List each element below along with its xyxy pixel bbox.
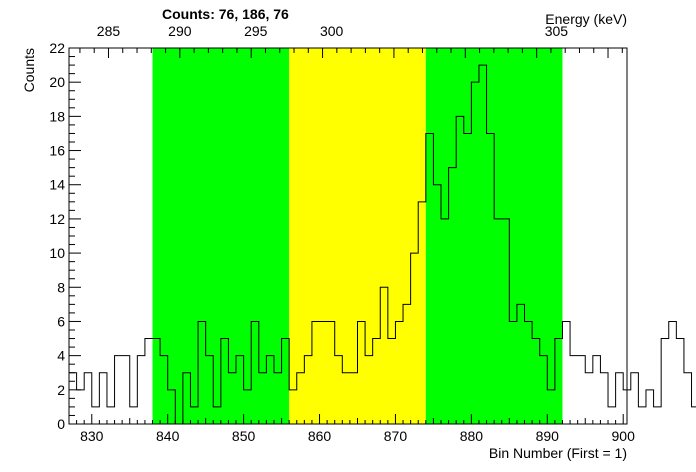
y-tick-label: 0: [57, 416, 65, 432]
x-tick-label: 890: [536, 428, 560, 444]
histogram-series-line: [69, 64, 696, 425]
y-tick-label: 12: [49, 211, 65, 227]
y-tick-label: 8: [57, 279, 65, 295]
top-tick-label: 300: [320, 23, 344, 39]
y-tick-label: 4: [57, 348, 65, 364]
y-tick-label: 10: [49, 245, 65, 261]
axes-layer: 830 840 850 860 870 880 890 900 0 2 4 6 8 10 12 14 16 18 2…: [49, 23, 635, 444]
histogram-layer: [69, 64, 696, 425]
x-tick-label: 900: [612, 428, 636, 444]
y-axis-title: Counts: [21, 48, 37, 92]
top-tick-label: 290: [168, 23, 192, 39]
top-axis-title: Energy (keV): [545, 11, 627, 27]
x-tick-label: 830: [80, 428, 104, 444]
x-tick-label: 840: [156, 428, 180, 444]
y-tick-label: 22: [49, 40, 65, 56]
y-tick-label: 6: [57, 313, 65, 329]
x-axis-title: Bin Number (First = 1): [489, 445, 627, 461]
y-tick-label: 14: [49, 177, 65, 193]
x-tick-label: 860: [308, 428, 332, 444]
top-tick-label: 285: [97, 23, 121, 39]
x-tick-label: 850: [232, 428, 256, 444]
y-tick-label: 18: [49, 108, 65, 124]
y-tick-label: 16: [49, 143, 65, 159]
y-tick-label: 20: [49, 74, 65, 90]
x-tick-label: 870: [384, 428, 408, 444]
x-tick-label: 880: [460, 428, 484, 444]
region-background-right: [425, 48, 563, 424]
top-tick-label: 305: [545, 23, 569, 39]
chart-title: Counts: 76, 186, 76: [162, 6, 289, 22]
region-shading-layer: [152, 48, 563, 424]
top-tick-label: 295: [244, 23, 268, 39]
y-tick-label: 2: [57, 382, 65, 398]
